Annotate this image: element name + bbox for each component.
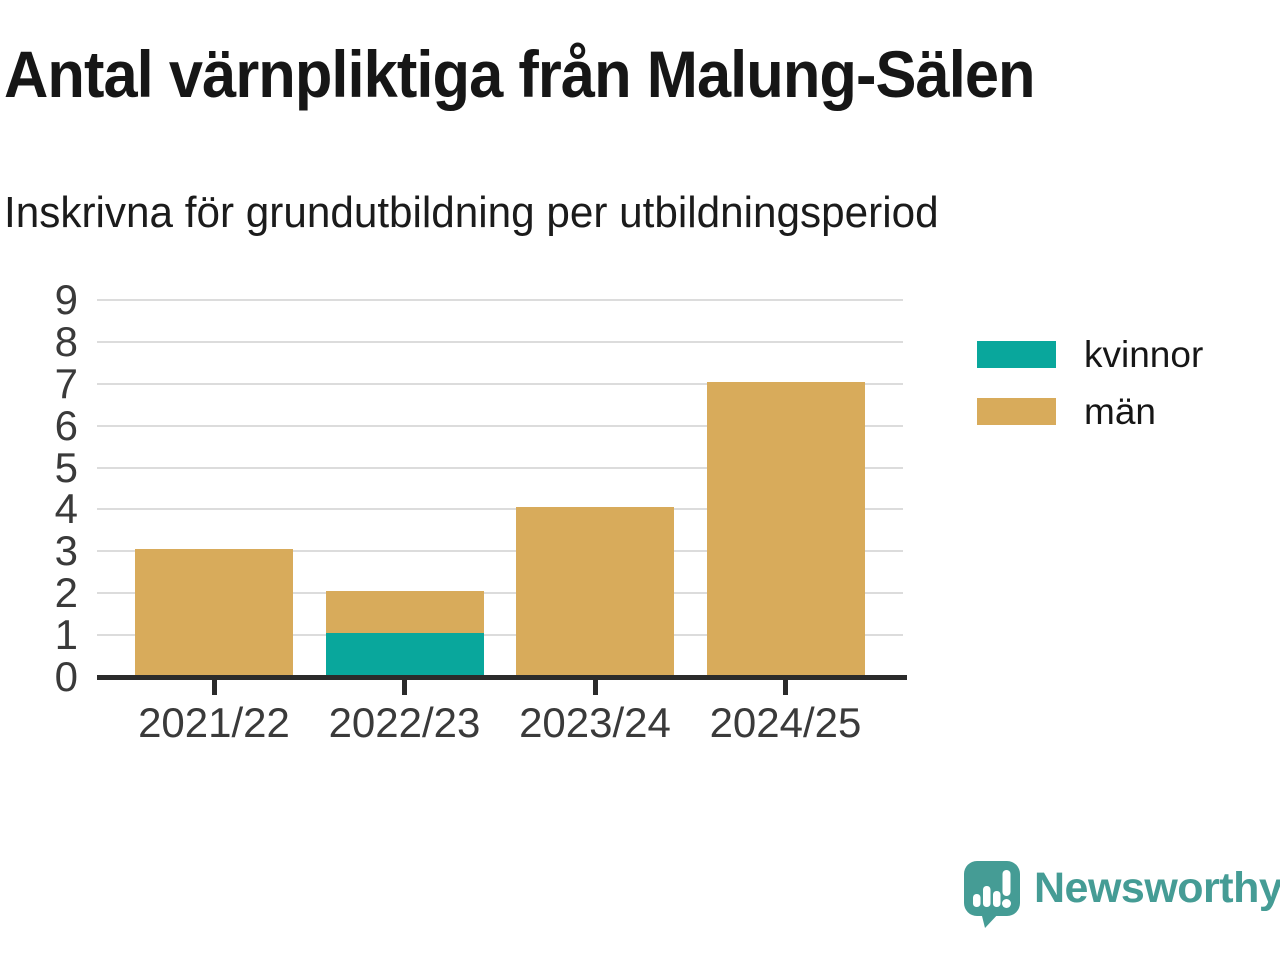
y-axis-label-8: 8 [54, 317, 78, 365]
gridline-5 [97, 466, 903, 469]
x-axis-line [97, 675, 907, 680]
x-axis-tick-2024/25 [783, 680, 788, 695]
x-axis-tick-2022/23 [402, 680, 407, 695]
y-axis-label-9: 9 [54, 276, 78, 323]
x-axis-label-2022/23: 2022/23 [328, 699, 481, 746]
bar-segment-kvinnor-2022/23 [325, 633, 484, 675]
y-axis-label-6: 6 [54, 401, 78, 449]
gridline-6 [97, 424, 903, 427]
x-axis-tick-2021/22 [211, 680, 217, 695]
y-axis-label-2: 2 [54, 569, 78, 617]
legend-label-kvinnor: kvinnor [1084, 333, 1204, 375]
x-axis-tick-2023/24 [592, 680, 598, 695]
gridline-2 [97, 592, 903, 595]
gridline-3 [97, 550, 903, 553]
legend-item-kvinnor: kvinnor [977, 334, 1203, 375]
y-axis-label-1: 1 [54, 611, 78, 659]
x-axis-label-2023/24: 2023/24 [519, 699, 671, 746]
bar-segment-män-2023/24 [516, 507, 674, 675]
y-axis-label-4: 4 [54, 485, 78, 533]
x-axis-label-2021/22: 2021/22 [138, 699, 290, 746]
bar-segment-män-2022/23 [325, 591, 484, 634]
newsworthy-logo: Newsworthy [962, 860, 1280, 928]
gridline-4 [97, 508, 903, 511]
bar-segment-män-2021/22 [135, 549, 293, 675]
gridline-9 [97, 299, 903, 301]
legend-swatch-män [977, 398, 1056, 425]
newsworthy-bubble-chart-icon [964, 861, 1020, 928]
x-axis-label-2024/25: 2024/25 [709, 699, 862, 746]
chart-title: Antal värnpliktiga från Malung-Sälen [4, 36, 1112, 112]
gridline-8 [97, 340, 903, 343]
legend-label-män: män [1084, 390, 1156, 432]
bar-segment-män-2024/25 [706, 381, 865, 675]
chart-title-text: Antal värnpliktiga från Malung-Sälen [4, 37, 1036, 111]
y-axis-label-7: 7 [54, 359, 78, 407]
legend-swatch-kvinnor [977, 341, 1056, 368]
gridline-1 [97, 634, 903, 637]
y-axis-label-0: 0 [54, 653, 78, 700]
newsworthy-wordmark: Newsworthy [1034, 864, 1280, 912]
legend-item-män: män [977, 391, 1203, 432]
y-axis-label-3: 3 [54, 527, 78, 575]
gridline-7 [97, 382, 903, 385]
chart-subtitle: Inskrivna för grundutbildning per utbild… [4, 188, 939, 237]
chart-legend: kvinnor män [977, 334, 1203, 432]
y-axis-label-5: 5 [54, 443, 78, 491]
